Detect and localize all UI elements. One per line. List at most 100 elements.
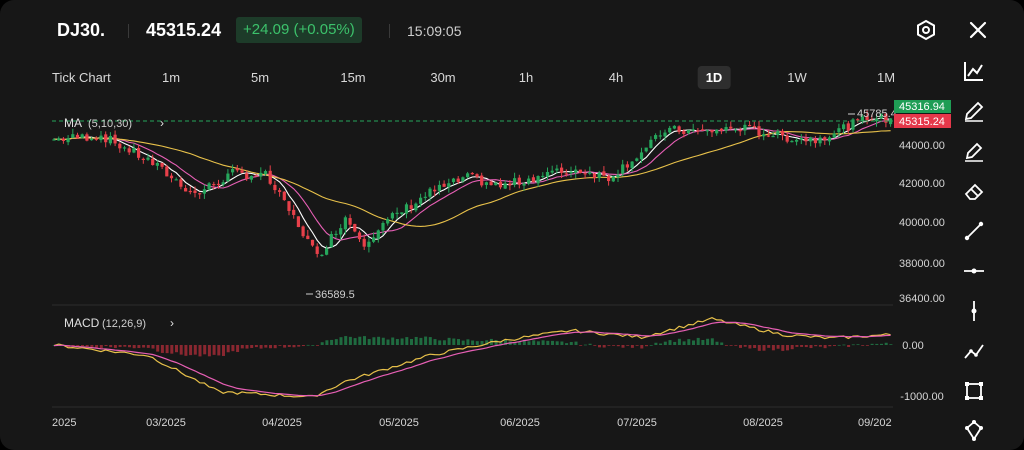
candle-body (226, 173, 230, 182)
macd-bar (339, 337, 343, 345)
macd-bar (198, 345, 202, 357)
macd-chevron-icon[interactable]: › (170, 316, 174, 330)
macd-bar (85, 345, 89, 347)
clock-time: 15:09:05 (407, 23, 462, 39)
macd-bar (673, 341, 677, 345)
macd-bar (607, 345, 611, 346)
macd-bar (428, 337, 432, 345)
candle-body (527, 178, 531, 184)
macd-bar (466, 339, 470, 345)
macd-bar (602, 345, 606, 348)
macd-bar (668, 340, 672, 345)
candle-body (804, 137, 808, 142)
x-tick: 05/2025 (379, 417, 419, 429)
pen-icon[interactable] (962, 139, 986, 163)
close-icon[interactable] (966, 18, 990, 42)
tab-1h[interactable]: 1h (518, 70, 534, 85)
candle-body (461, 177, 465, 182)
candle-body (390, 213, 394, 219)
candle-body (137, 148, 141, 158)
candle-body (320, 254, 324, 257)
tab-30m[interactable]: 30m (430, 70, 456, 85)
macd-bar (217, 345, 221, 356)
horizontal-line-icon[interactable] (962, 259, 986, 283)
header-bar: DJ30. 45315.24 +24.09 (+0.05%) 15:09:05 (0, 0, 1024, 62)
candle-body (870, 119, 874, 122)
macd-bar (372, 337, 376, 345)
y-tick: 40000.00 (899, 217, 945, 229)
candle-body (231, 169, 235, 173)
macd-tick: 0.00 (902, 340, 923, 352)
candle-body (663, 132, 667, 137)
hexagon-settings-icon[interactable] (914, 18, 938, 42)
candle-body (301, 226, 305, 237)
tab-1mo[interactable]: 1M (876, 70, 896, 85)
shape-tool-icon[interactable] (962, 419, 986, 443)
macd-bar (381, 337, 385, 345)
candle-body (423, 196, 427, 198)
candle-body (127, 148, 131, 153)
candle-body (536, 176, 540, 184)
vertical-line-icon[interactable] (962, 299, 986, 323)
macd-bar (767, 345, 771, 348)
macd-bar (851, 344, 855, 346)
symbol-name[interactable]: DJ30. (57, 20, 106, 40)
tab-1m[interactable]: 1m (161, 70, 181, 85)
macd-bar (424, 336, 428, 345)
candle-body (748, 124, 752, 127)
macd-bar (522, 339, 526, 345)
rectangle-icon[interactable] (962, 379, 986, 403)
candle-body (719, 128, 723, 131)
candle-body (513, 178, 517, 185)
y-tick: 44000.00 (899, 140, 945, 152)
macd-bar (687, 339, 691, 345)
macd-bar (137, 345, 141, 349)
price-chart[interactable]: MA (5,10,30) › 45785.4 36589.5 45316.94 … (0, 100, 960, 440)
trend-line-icon[interactable] (962, 219, 986, 243)
macd-bar (720, 342, 724, 345)
candle-body (550, 170, 554, 173)
tab-tick-chart[interactable]: Tick Chart (52, 70, 111, 85)
macd-bar (659, 343, 663, 345)
candle-body (404, 204, 409, 214)
x-tick: 09/202 (858, 417, 892, 429)
tab-4h[interactable]: 4h (608, 70, 624, 85)
candle-body (268, 170, 272, 184)
candle-body (85, 134, 89, 141)
tab-1d[interactable]: 1D (697, 66, 731, 89)
tab-15m[interactable]: 15m (340, 70, 366, 85)
macd-bar (776, 345, 780, 349)
macd-bar (316, 345, 319, 346)
candle-body (701, 129, 705, 131)
macd-bar (663, 341, 667, 345)
ma-chevron-icon[interactable]: › (160, 116, 164, 130)
macd-bar (771, 345, 775, 351)
tab-1w[interactable]: 1W (787, 70, 807, 85)
eraser-icon[interactable] (962, 179, 986, 203)
tab-5m[interactable]: 5m (250, 70, 270, 85)
candle-body (325, 248, 329, 255)
candle-body (343, 217, 347, 230)
candle-body (221, 182, 225, 185)
macd-bar (480, 341, 484, 345)
macd-bar (156, 345, 160, 352)
macd-bar (809, 345, 813, 349)
macd-bar (569, 342, 573, 345)
pencil-icon[interactable] (962, 99, 986, 123)
candle-body (555, 168, 559, 171)
macd-bar (81, 345, 84, 347)
candle-body (94, 138, 98, 140)
header-divider (389, 24, 390, 38)
polyline-icon[interactable] (962, 339, 986, 363)
macd-indicator-name[interactable]: MACD (64, 316, 100, 330)
line-chart-icon[interactable] (962, 59, 986, 83)
macd-bar (273, 345, 277, 349)
macd-bar (546, 340, 550, 345)
ma-indicator-name[interactable]: MA (64, 116, 82, 130)
candle-body (259, 172, 263, 177)
macd-bar (588, 343, 592, 345)
macd-bar (414, 336, 418, 345)
candle-body (202, 189, 206, 194)
macd-bar (560, 341, 564, 345)
macd-bar (132, 345, 136, 349)
